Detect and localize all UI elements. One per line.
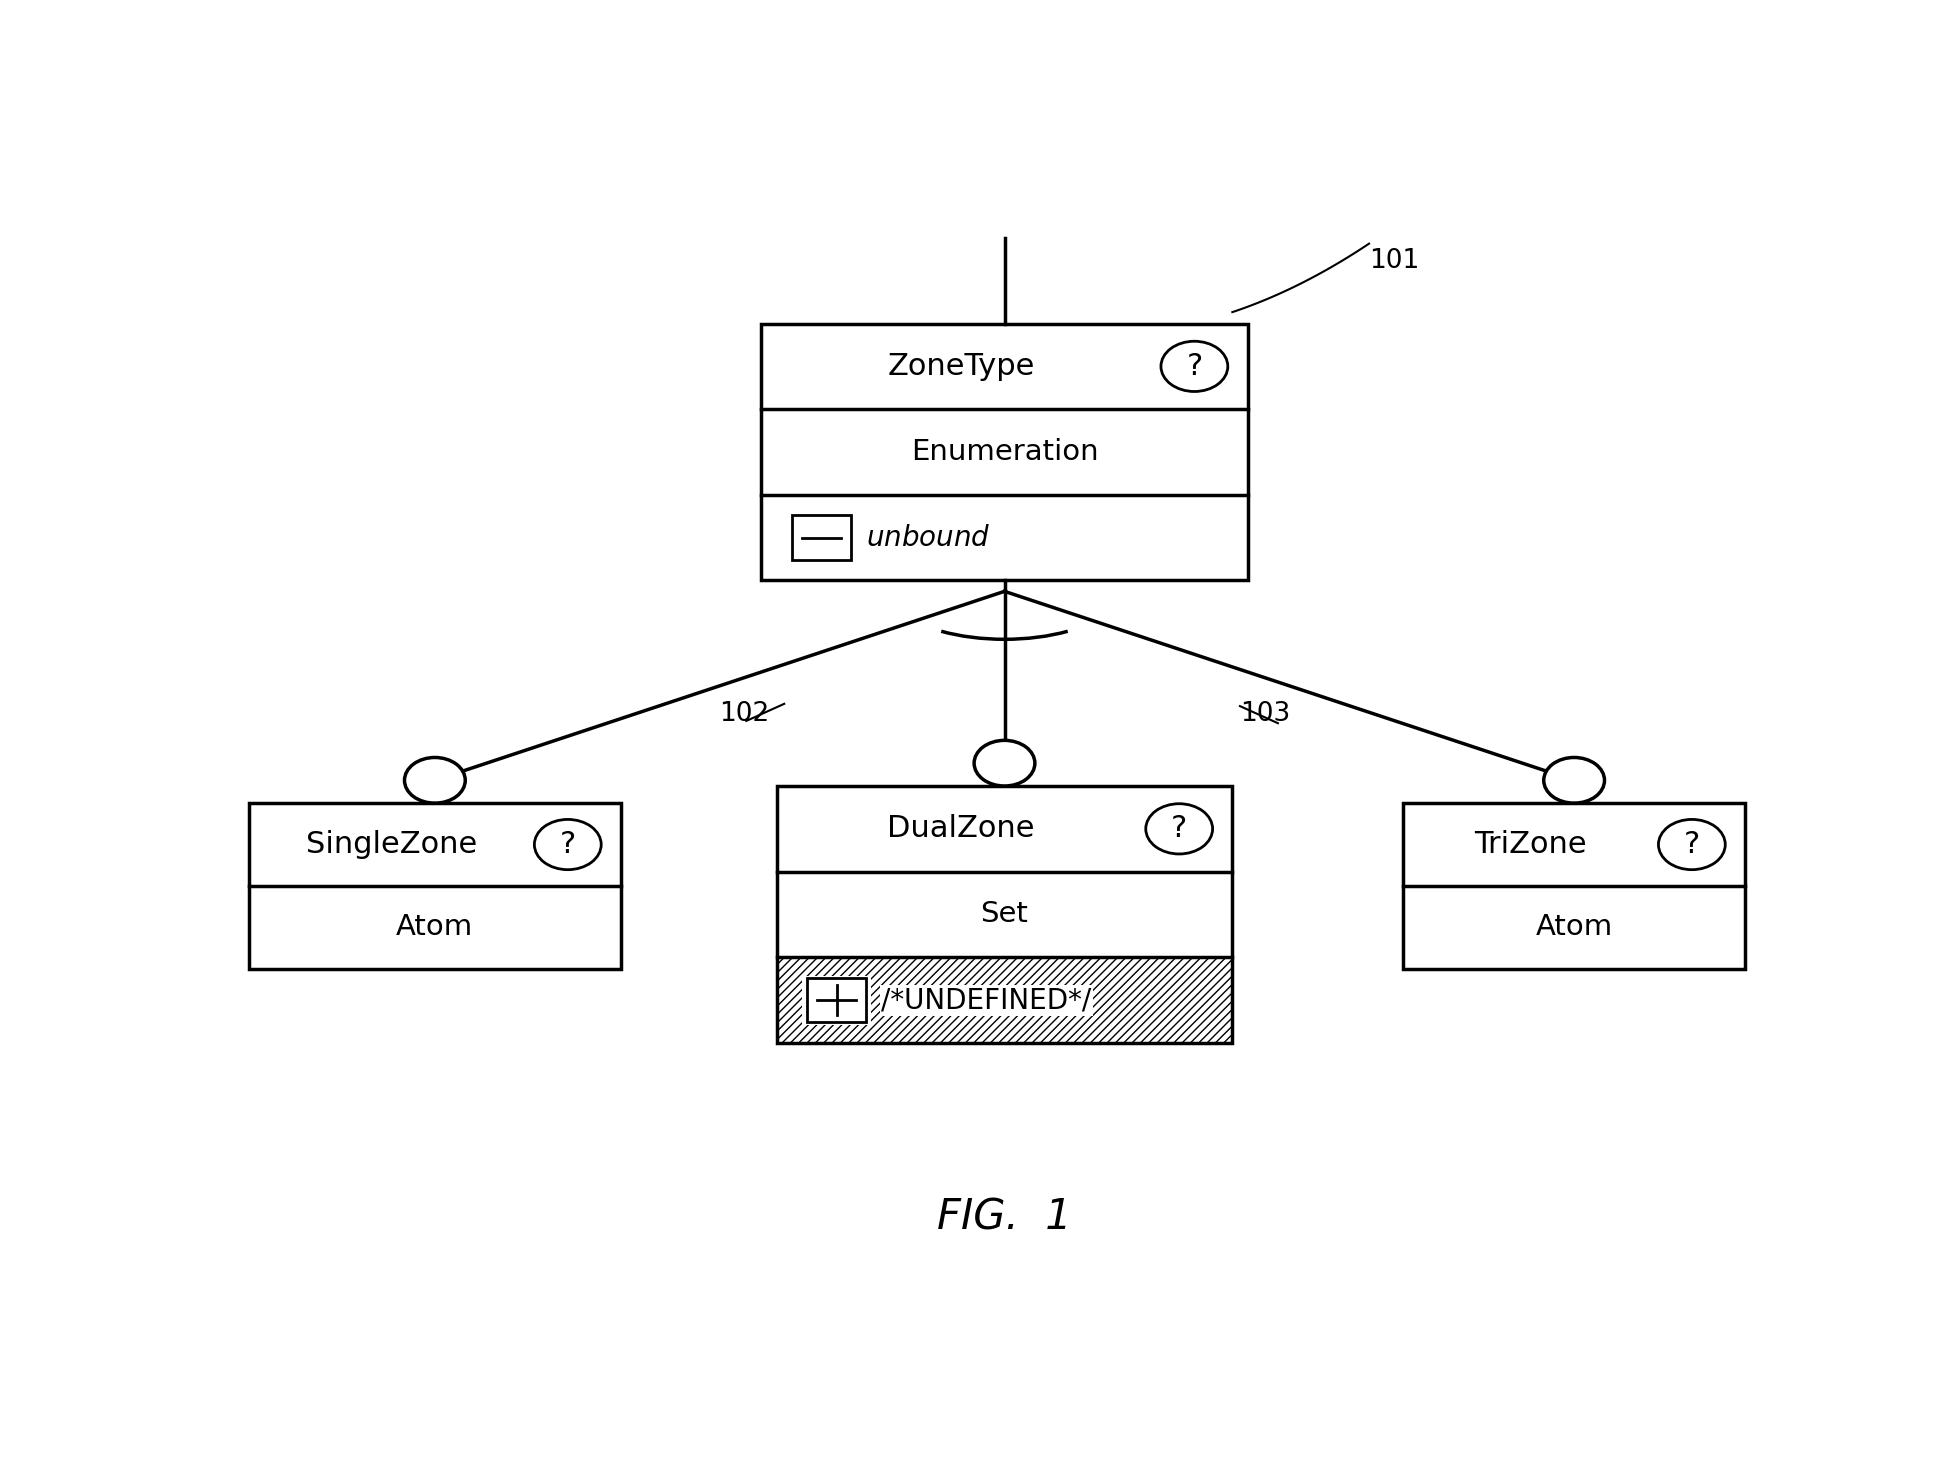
Text: Atom: Atom (396, 914, 474, 942)
Circle shape (1658, 820, 1725, 869)
Bar (808, 977, 866, 1022)
Text: /*UNDEFINED*/: /*UNDEFINED*/ (882, 986, 1092, 1014)
Bar (760, 323, 1247, 580)
Text: SingleZone: SingleZone (306, 830, 476, 859)
Bar (776, 786, 1233, 1043)
Circle shape (1147, 804, 1213, 854)
Text: TriZone: TriZone (1474, 830, 1588, 859)
Bar (776, 786, 1233, 872)
Text: DualZone: DualZone (888, 814, 1035, 844)
Text: Set: Set (980, 900, 1029, 928)
Circle shape (974, 740, 1035, 786)
Text: ?: ? (1684, 830, 1699, 859)
Text: Atom: Atom (1535, 914, 1613, 942)
Text: ZoneType: ZoneType (888, 351, 1035, 381)
Bar (776, 872, 1233, 958)
Bar (249, 804, 621, 968)
Circle shape (535, 820, 602, 869)
Circle shape (1160, 341, 1227, 392)
Text: FIG.  1: FIG. 1 (937, 1197, 1072, 1238)
Bar (788, 513, 857, 562)
Text: 103: 103 (1241, 701, 1290, 727)
Bar (249, 804, 621, 968)
Text: 102: 102 (719, 701, 768, 727)
Bar (776, 786, 1233, 1043)
Bar (802, 976, 870, 1025)
Circle shape (1544, 758, 1605, 804)
Text: ?: ? (1186, 351, 1203, 381)
Bar (760, 323, 1247, 580)
Bar (1403, 804, 1744, 968)
Bar (776, 786, 1233, 1043)
Text: ?: ? (561, 830, 576, 859)
Circle shape (404, 758, 465, 804)
Bar (792, 516, 851, 561)
Text: $unbound$: $unbound$ (866, 523, 992, 552)
Text: 101: 101 (1368, 248, 1419, 274)
Bar (1403, 804, 1744, 968)
Text: Enumeration: Enumeration (911, 437, 1098, 466)
Text: ?: ? (1170, 814, 1188, 844)
